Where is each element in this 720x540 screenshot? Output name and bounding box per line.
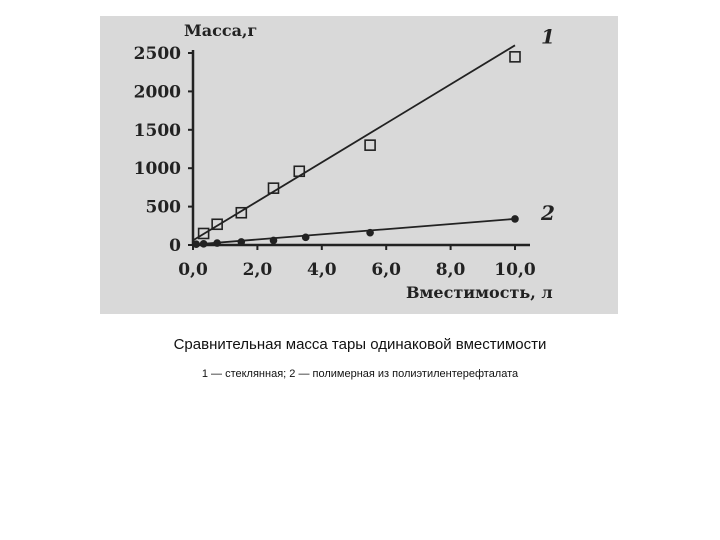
data-point xyxy=(511,215,519,223)
data-point xyxy=(192,240,201,249)
x-axis-label: Вместимость, л xyxy=(406,283,553,302)
data-point xyxy=(237,238,246,246)
data-point xyxy=(199,240,208,248)
x-tick-label: 8,0 xyxy=(436,260,466,280)
chart-svg: Масса,г Вместимость, л 0,0 2,0 4,0 6,0 8,0 10… xyxy=(134,21,555,302)
x-tick-label: 0,0 xyxy=(178,260,208,280)
y-tick-label: 1000 xyxy=(134,159,181,179)
series-layer: 12 xyxy=(192,24,555,249)
y-tick-label: 2500 xyxy=(134,44,181,64)
data-point xyxy=(267,182,280,194)
series-2-line xyxy=(192,217,516,246)
y-tick-label: 1500 xyxy=(134,121,181,141)
y-tick-label: 2000 xyxy=(134,82,181,102)
data-point xyxy=(213,239,221,247)
data-point xyxy=(364,139,376,151)
data-point xyxy=(509,51,521,63)
data-point xyxy=(293,165,306,178)
x-tick-label: 4,0 xyxy=(307,260,337,280)
y-tick-label: 500 xyxy=(146,198,182,218)
data-point xyxy=(301,233,310,242)
scanned-chart-image: Масса,г Вместимость, л 0,0 2,0 4,0 6,0 8,0 10… xyxy=(100,16,618,314)
series-label: 1 xyxy=(541,24,555,48)
series-1-line xyxy=(192,44,516,242)
series-1: 1 xyxy=(192,24,555,242)
x-tick-label: 2,0 xyxy=(243,260,273,280)
figure-caption: Сравнительная масса тары одинаковой вмес… xyxy=(173,336,547,353)
data-point xyxy=(211,218,223,231)
series-label: 2 xyxy=(540,201,555,225)
data-point xyxy=(269,236,278,245)
data-point xyxy=(197,227,210,240)
legend-note: 1 — стеклянная; 2 — полимерная из полиэт… xyxy=(201,368,519,380)
x-tick-label: 6,0 xyxy=(371,260,401,280)
series-2: 2 xyxy=(192,201,555,249)
data-point xyxy=(235,206,248,219)
x-tick-label: 10,0 xyxy=(494,260,536,280)
tick-labels: 0,0 2,0 4,0 6,0 8,0 10,0 0 500 1000 1500 2000 2500 xyxy=(134,44,536,280)
y-axis-label: Масса,г xyxy=(184,21,257,40)
data-point xyxy=(366,228,374,237)
y-tick-label: 0 xyxy=(169,236,181,256)
